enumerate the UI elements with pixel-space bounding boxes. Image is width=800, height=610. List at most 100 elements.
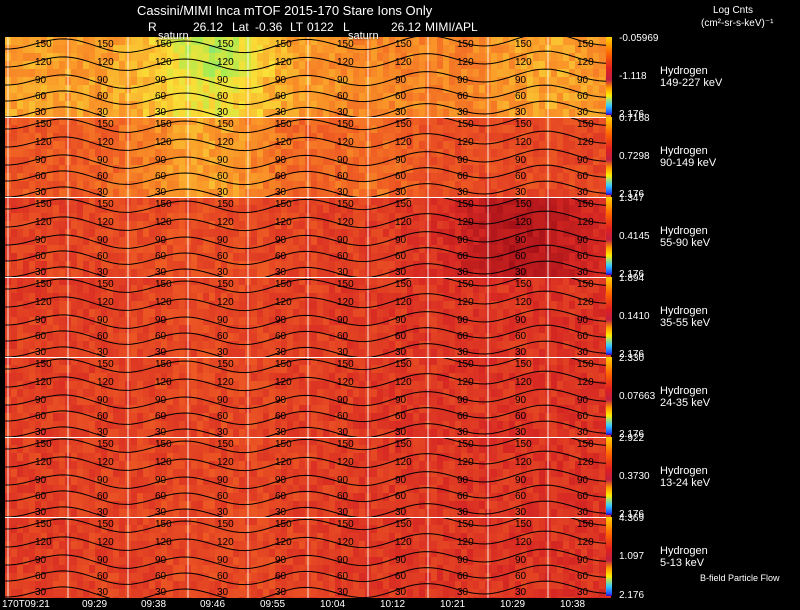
heatmap-cell [137, 237, 143, 245]
heatmap-cell [137, 389, 143, 397]
heatmap-cell [557, 301, 563, 309]
heatmap-cell [299, 365, 305, 373]
heatmap-cell [311, 269, 317, 277]
contour-label: 90 [337, 155, 349, 166]
heatmap-cell [11, 237, 17, 245]
heatmap-cell [23, 109, 29, 117]
contour-label: 150 [155, 119, 172, 130]
heatmap-cell [563, 205, 569, 213]
contour-label: 30 [515, 107, 527, 117]
heatmap-cell [17, 53, 23, 61]
heatmap-cell [353, 389, 359, 397]
heatmap-cell [419, 349, 425, 357]
heatmap-cell [263, 245, 269, 253]
heatmap-cell [317, 389, 323, 397]
heatmap-cell [143, 269, 149, 277]
heatmap-cell [443, 125, 449, 133]
heatmap-cell [353, 69, 359, 77]
heatmap-cell [59, 93, 65, 101]
heatmap-cell [263, 109, 269, 117]
heatmap-cell [491, 261, 497, 269]
heatmap-cell [329, 45, 335, 53]
heatmap-cell [563, 357, 569, 365]
heatmap-cell [491, 133, 497, 141]
heatmap-cell [599, 341, 605, 349]
heatmap-cell [59, 85, 65, 93]
heatmap-cell [329, 309, 335, 317]
contour-label: 90 [217, 155, 229, 166]
contour-label: 90 [35, 315, 47, 326]
contour-label: 30 [155, 267, 167, 277]
heatmap-cell [263, 325, 269, 333]
heatmap-cell [329, 389, 335, 397]
heatmap-cell [437, 301, 443, 309]
heatmap-cell [437, 125, 443, 133]
heatmap-cell [563, 109, 569, 117]
heatmap-cell [449, 37, 455, 45]
chart-title: Cassini/MIMI Inca mTOF 2015-170 Stare Io… [137, 3, 432, 18]
heatmap-cell [317, 181, 323, 189]
heatmap-cell [131, 85, 137, 93]
heatmap-cell [413, 237, 419, 245]
heatmap-cell [89, 373, 95, 381]
heatmap-cell [53, 125, 59, 133]
heatmap-cell [503, 261, 509, 269]
heatmap-cell [533, 133, 539, 141]
heatmap-cell [503, 389, 509, 397]
heatmap-cell [11, 389, 17, 397]
heatmap-cell [557, 61, 563, 69]
heatmap-cell [251, 157, 257, 165]
heatmap-cell [137, 381, 143, 389]
heatmap-cell [551, 349, 557, 357]
heatmap-cell [131, 405, 137, 413]
heatmap-cell [233, 53, 239, 61]
heatmap-cell [407, 109, 413, 117]
heatmap-cell [53, 269, 59, 277]
heatmap-cell [497, 309, 503, 317]
heatmap-cell [239, 269, 245, 277]
heatmap-cell [503, 325, 509, 333]
heatmap-cell [377, 229, 383, 237]
heatmap-cell [191, 205, 197, 213]
heatmap-cell [179, 269, 185, 277]
heatmap-cell [191, 221, 197, 229]
heatmap-cell [191, 341, 197, 349]
heatmap-cell [197, 341, 203, 349]
contour-label: 30 [577, 107, 589, 117]
heatmap-cell [239, 237, 245, 245]
heatmap-cell [251, 277, 257, 285]
heatmap-cell [491, 277, 497, 285]
heatmap-cell [137, 109, 143, 117]
heatmap-cell [551, 277, 557, 285]
r-value: 26.12 [193, 20, 223, 34]
heatmap-cell [377, 117, 383, 125]
heatmap-cell [203, 125, 209, 133]
heatmap-cell [377, 389, 383, 397]
heatmap-cell [599, 357, 605, 365]
heatmap-cell [173, 101, 179, 109]
heatmap-cell [251, 397, 257, 405]
heatmap-cell [137, 213, 143, 221]
heatmap-cell [11, 405, 17, 413]
heatmap-cell [497, 293, 503, 301]
heatmap-cell [203, 309, 209, 317]
heatmap-cell [503, 301, 509, 309]
contour-label: 120 [577, 217, 594, 228]
contour-label: 60 [577, 171, 589, 182]
heatmap-cell [23, 77, 29, 85]
heatmap-cell [203, 45, 209, 53]
heatmap-cell [431, 125, 437, 133]
heatmap-cell [359, 205, 365, 213]
heatmap-cell [263, 37, 269, 45]
heatmap-cell [59, 317, 65, 325]
heatmap-cell [83, 365, 89, 373]
contour-label: 30 [515, 187, 527, 197]
heatmap-cell [59, 69, 65, 77]
heatmap-cell [71, 293, 77, 301]
heatmap-cell [143, 133, 149, 141]
heatmap-cell [59, 365, 65, 373]
heatmap-cell [479, 133, 485, 141]
heatmap-cell [59, 45, 65, 53]
heatmap-cell [203, 293, 209, 301]
heatmap-cell [83, 261, 89, 269]
